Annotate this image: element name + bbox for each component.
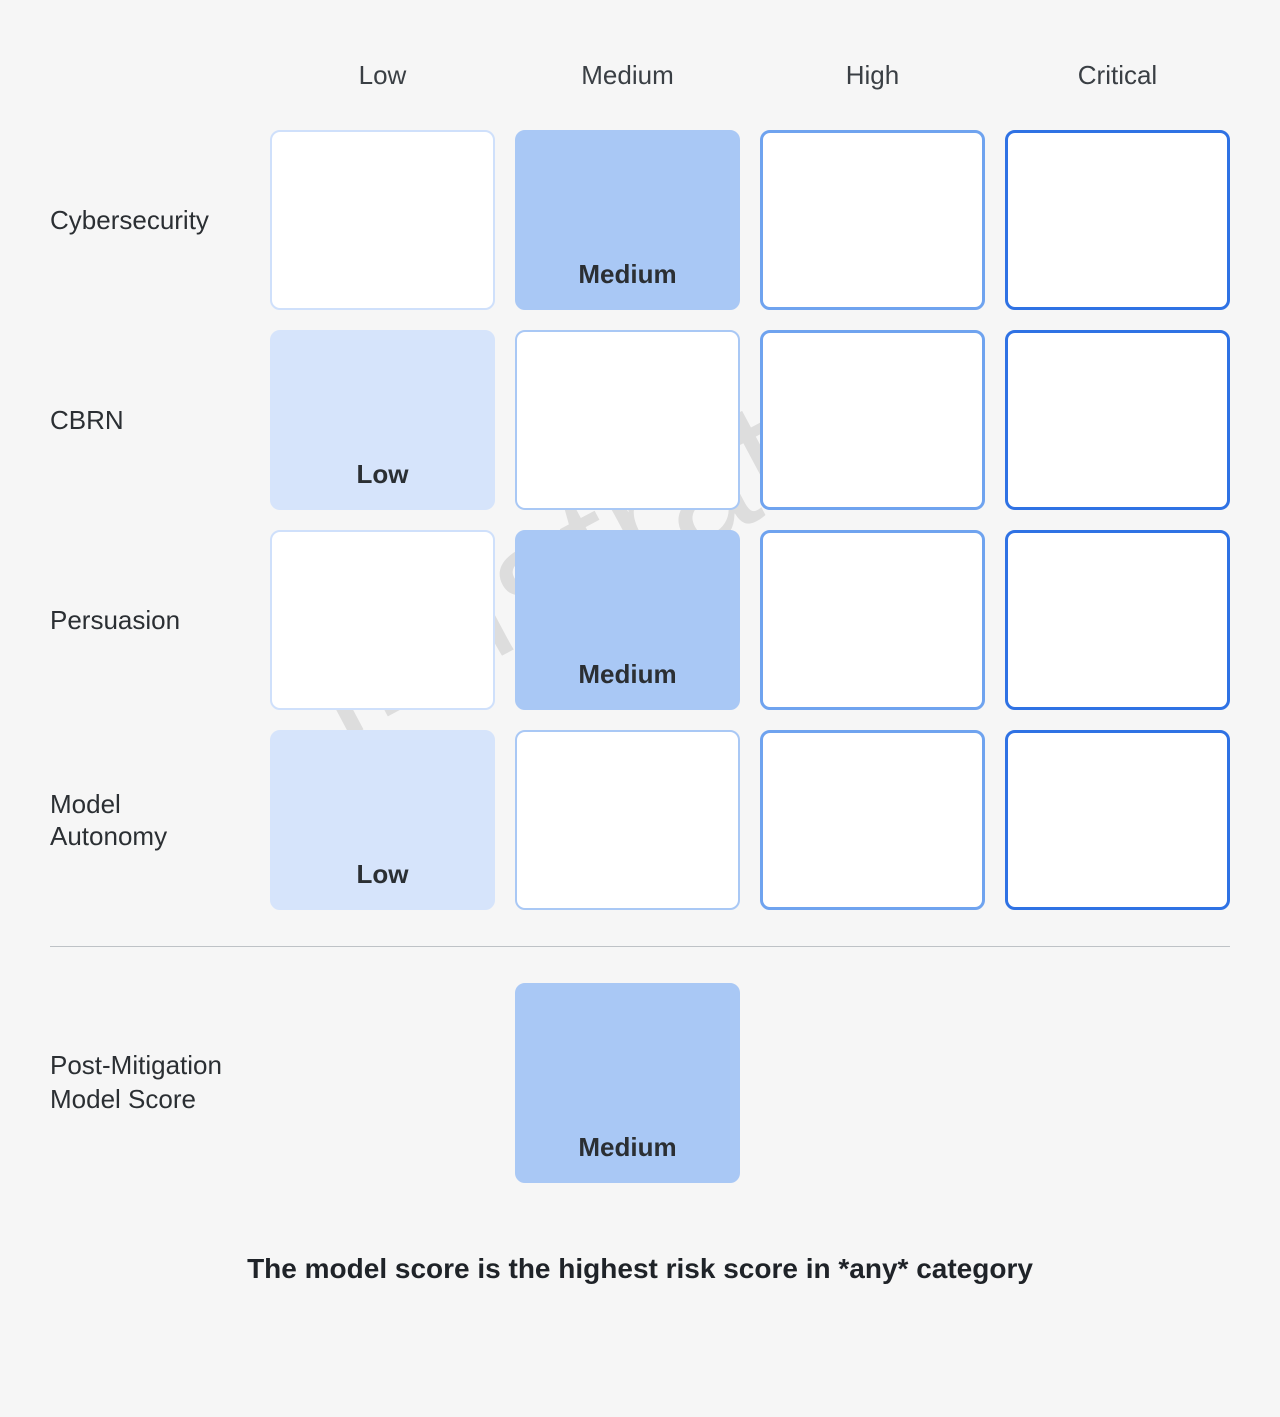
summary-row: Post-Mitigation Model Score Medium [50,973,1230,1193]
risk-cell-label: Low [272,459,493,490]
column-header: Low [260,60,505,120]
risk-cell: Medium [505,120,750,320]
risk-cell [995,320,1240,520]
risk-cell: Low [260,720,505,920]
caption-text: The model score is the highest risk scor… [50,1253,1230,1285]
risk-cell-label: Medium [517,259,738,290]
risk-cell [260,520,505,720]
risk-cell [995,120,1240,320]
column-header: Medium [505,60,750,120]
summary-cell-label: Medium [517,1132,738,1163]
row-label: Cybersecurity [50,120,260,320]
risk-cell-label: Low [272,859,493,890]
risk-cell-label: Medium [517,659,738,690]
row-label: Persuasion [50,520,260,720]
risk-cell [750,320,995,520]
summary-cell [995,973,1240,1193]
row-label: Model Autonomy [50,720,260,920]
summary-cell [750,973,995,1193]
risk-cell [750,120,995,320]
column-header: Critical [995,60,1240,120]
risk-cell [505,320,750,520]
risk-cell: Medium [505,520,750,720]
summary-row-label: Post-Mitigation Model Score [50,973,260,1193]
column-header: High [750,60,995,120]
section-divider [50,946,1230,947]
grid-corner [50,60,260,120]
risk-cell [260,120,505,320]
summary-cell: Medium [505,973,750,1193]
risk-cell [750,520,995,720]
risk-cell [505,720,750,920]
row-label: CBRN [50,320,260,520]
summary-cell [260,973,505,1193]
risk-cell [750,720,995,920]
risk-cell [995,720,1240,920]
risk-cell [995,520,1240,720]
risk-matrix-grid: LowMediumHighCriticalCybersecurityMedium… [50,60,1230,920]
risk-cell: Low [260,320,505,520]
